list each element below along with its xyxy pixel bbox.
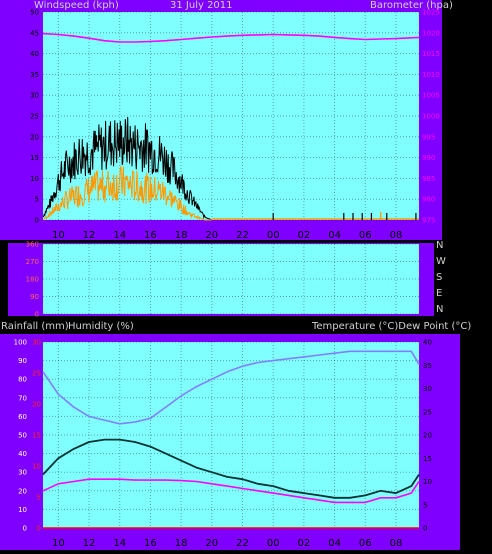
barometer-tick-label: 1025 [422, 9, 440, 17]
humidity-tick-label: 0 [23, 525, 27, 533]
humidity-tick-label: 70 [18, 394, 27, 402]
x-tick-label: 18 [175, 538, 188, 549]
wind-plot-area [43, 12, 419, 220]
windspeed-tick-label: 15 [30, 154, 39, 162]
x-tick-label: 02 [298, 230, 311, 241]
rainfall-tick-label: 5 [37, 494, 41, 502]
barometer-tick-label: 990 [422, 154, 435, 162]
direction-label-e: E [436, 288, 443, 299]
direction-tick-label: 360 [26, 241, 39, 249]
gust-line [42, 116, 212, 221]
x-tick-label: 20 [205, 230, 218, 241]
x-tick-label: 08 [390, 230, 403, 241]
windspeed-tick-label: 25 [30, 113, 39, 121]
windspeed-tick-label: 30 [30, 92, 39, 100]
barometer-tick-label: 1020 [422, 29, 440, 37]
x-tick-label: 12 [83, 230, 96, 241]
humidity-tick-label: 10 [18, 506, 27, 514]
windspeed-tick-label: 35 [30, 71, 39, 79]
direction-label-n-bottom: N [436, 304, 444, 315]
top-panel-right-bg [434, 0, 442, 240]
direction-tick-label: 90 [30, 293, 39, 301]
barometer-tick-label: 1005 [422, 92, 440, 100]
direction-label-n-top: N [436, 240, 444, 251]
temperature-line [42, 438, 420, 499]
barometer-tick-label: 1015 [422, 50, 440, 58]
x-tick-label: 12 [83, 538, 96, 549]
direction-plot-area [43, 244, 419, 314]
rainfall-axis-title: Rainfall (mm) [1, 321, 69, 332]
temperature-tick-label: 10 [423, 478, 432, 486]
rainfall-tick-label: 20 [32, 401, 41, 409]
x-tick-label: 22 [236, 538, 249, 549]
windspeed-tick-label: 10 [30, 175, 39, 183]
x-tick-label: 22 [236, 230, 249, 241]
x-tick-label: 02 [298, 538, 311, 549]
windspeed-tick-label: 50 [30, 9, 39, 17]
temperature-tick-label: 20 [423, 432, 432, 440]
windspeed-tick-label: 45 [30, 29, 39, 37]
rainfall-tick-label: 0 [37, 525, 41, 533]
humidity-tick-label: 100 [14, 339, 27, 347]
humidity-tick-label: 40 [18, 450, 27, 458]
humidity-tick-label: 80 [18, 376, 27, 384]
x-tick-label: 18 [175, 230, 188, 241]
humidity-axis-title: Humidity (%) [68, 321, 134, 332]
humidity-tick-label: 90 [18, 357, 27, 365]
windspeed-tick-label: 5 [35, 196, 39, 204]
x-tick-label: 06 [359, 538, 372, 549]
barometer-axis-title: Barometer (hpa) [370, 0, 453, 11]
humidity-tick-label: 20 [18, 487, 27, 495]
direction-label-s: S [436, 272, 443, 283]
temperature-tick-label: 15 [423, 455, 432, 463]
x-tick-label: 14 [113, 538, 126, 549]
windspeed-axis-title: Windspeed (kph) [34, 0, 119, 11]
x-tick-label: 04 [328, 538, 341, 549]
wind-line [42, 166, 212, 221]
x-tick-label: 00 [267, 230, 280, 241]
barometer-tick-label: 985 [422, 175, 435, 183]
humidity-tick-label: 50 [18, 432, 27, 440]
x-tick-label: 14 [113, 230, 126, 241]
temperature-tick-label: 25 [423, 408, 432, 416]
barometer-tick-label: 995 [422, 133, 435, 141]
barometer-tick-label: 1010 [422, 71, 440, 79]
barometer-tick-label: 980 [422, 196, 435, 204]
temperature-tick-label: 5 [423, 501, 427, 509]
x-tick-label: 10 [52, 538, 65, 549]
x-tick-label: 00 [267, 538, 280, 549]
humidity-tick-label: 30 [18, 469, 27, 477]
x-tick-label: 20 [205, 538, 218, 549]
temperature-tick-label: 0 [423, 525, 427, 533]
rainfall-tick-label: 30 [32, 339, 41, 347]
windspeed-tick-label: 40 [30, 50, 39, 58]
dewpoint-line [42, 478, 420, 504]
windspeed-tick-label: 0 [35, 217, 39, 225]
rainfall-tick-label: 15 [32, 432, 41, 440]
barometer-line [42, 32, 420, 43]
temperature-tick-label: 35 [423, 362, 432, 370]
x-tick-label: 04 [328, 230, 341, 241]
direction-tick-label: 0 [35, 311, 39, 319]
direction-tick-label: 270 [26, 258, 39, 266]
humidity-line [42, 350, 420, 425]
rainfall-tick-label: 10 [32, 463, 41, 471]
temperature-tick-label: 40 [423, 339, 432, 347]
temperature-tick-label: 30 [423, 385, 432, 393]
temperature-axis-title: Temperature (°C)Dew Point (°C) [312, 321, 472, 332]
barometer-tick-label: 975 [422, 217, 435, 225]
x-tick-label: 08 [390, 538, 403, 549]
humidity-tick-label: 60 [18, 413, 27, 421]
direction-label-w: W [436, 256, 446, 267]
x-tick-label: 16 [144, 230, 157, 241]
x-tick-label: 10 [52, 230, 65, 241]
barometer-tick-label: 1000 [422, 113, 440, 121]
rainfall-tick-label: 25 [32, 370, 41, 378]
x-tick-label: 06 [359, 230, 372, 241]
direction-tick-label: 180 [26, 276, 39, 284]
chart-date: 31 July 2011 [170, 0, 233, 11]
x-tick-label: 16 [144, 538, 157, 549]
windspeed-tick-label: 20 [30, 133, 39, 141]
